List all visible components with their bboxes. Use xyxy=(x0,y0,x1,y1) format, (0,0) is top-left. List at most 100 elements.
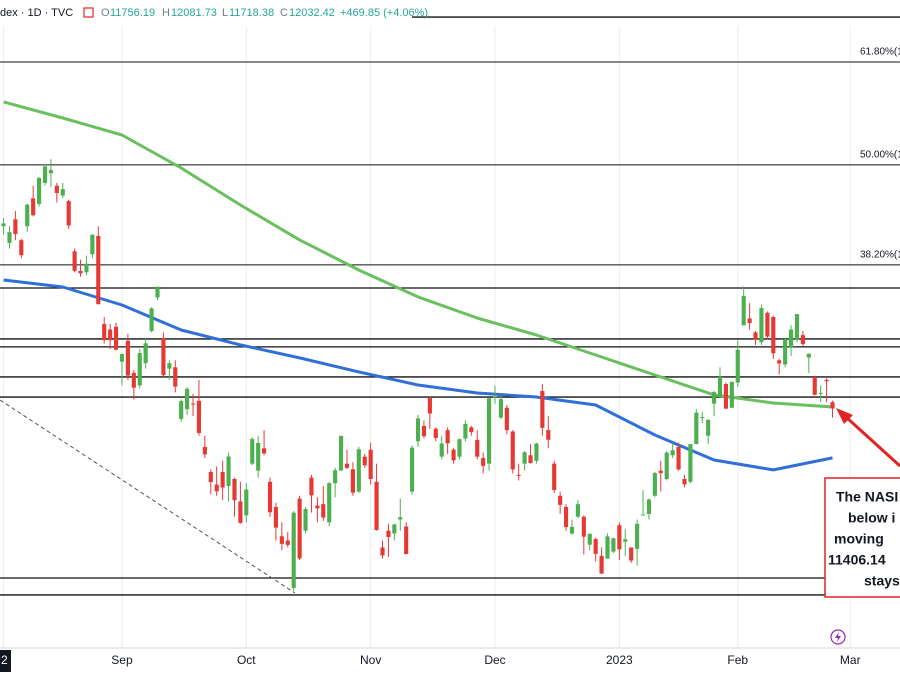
candle-body xyxy=(569,526,575,534)
symbol: dex · 1D · TVC xyxy=(0,7,73,19)
header: dex · 1D · TVC O 11756.19 H 12081.73 L 1… xyxy=(0,0,428,26)
fib-label: 61.80%(1 xyxy=(860,47,900,58)
candle-body xyxy=(1,223,6,227)
candle-body xyxy=(652,473,657,496)
annotation-arrowhead xyxy=(836,408,853,424)
candle-body xyxy=(516,474,521,476)
candle-body xyxy=(291,512,296,588)
candle-body xyxy=(256,442,261,471)
candle-body xyxy=(664,452,669,480)
candle-body xyxy=(415,418,421,442)
candle-body xyxy=(84,263,89,273)
candle-body xyxy=(735,349,740,383)
flash-icon xyxy=(830,629,846,645)
annotation-arrow xyxy=(844,415,900,468)
open-label: O xyxy=(101,7,110,19)
candle-body xyxy=(13,219,18,235)
year-badge xyxy=(0,650,11,672)
candle-body xyxy=(208,472,213,483)
x-tick-label: 2 xyxy=(1,653,8,667)
candle-body xyxy=(297,498,302,559)
candle-body xyxy=(315,505,320,509)
candle-body xyxy=(78,270,83,274)
candle-body xyxy=(356,449,361,492)
candle-body xyxy=(404,526,409,555)
candle-body xyxy=(575,504,580,517)
flash-circle xyxy=(830,629,846,645)
trend-line xyxy=(0,399,296,594)
candle-body xyxy=(611,538,616,552)
candle-body xyxy=(344,463,350,468)
candle-body xyxy=(558,495,563,505)
candle-body xyxy=(487,398,492,464)
candle-body xyxy=(54,185,59,194)
candle-body xyxy=(250,439,255,464)
candle-body xyxy=(794,314,800,340)
candle-body xyxy=(108,329,113,341)
annotation: The NASI below i moving 11406.14 stays xyxy=(824,408,900,598)
candle-body xyxy=(712,392,717,404)
candle-body xyxy=(587,533,592,545)
candle-body xyxy=(765,312,770,337)
annotation-box xyxy=(824,477,900,598)
candle-body xyxy=(777,360,782,364)
candle-body xyxy=(481,458,486,466)
candle-body xyxy=(273,506,278,528)
candle-body xyxy=(623,539,628,542)
candle-body xyxy=(125,340,130,376)
candle-body xyxy=(812,377,817,395)
candle-body xyxy=(759,308,764,343)
candle-body xyxy=(469,427,474,433)
candle-body xyxy=(753,332,758,340)
annotation-text: stays xyxy=(864,573,900,589)
candle-body xyxy=(682,479,687,485)
candle-body xyxy=(783,339,788,365)
candle-body xyxy=(350,469,355,493)
candle-body xyxy=(321,504,326,518)
candle-body xyxy=(226,456,231,486)
candle-body xyxy=(581,516,586,537)
candle-body xyxy=(90,234,95,255)
candle-body xyxy=(238,501,243,523)
open-value: 11756.19 xyxy=(110,7,155,19)
x-tick-label: Dec xyxy=(484,653,505,667)
candle-body xyxy=(563,506,569,528)
candle-body xyxy=(327,483,332,523)
candle-body xyxy=(173,367,178,387)
candle-body xyxy=(670,450,675,456)
candle-body xyxy=(66,201,71,226)
candle-body xyxy=(700,417,705,419)
candle-body xyxy=(534,443,539,461)
candle-body xyxy=(800,335,805,345)
close-label: C xyxy=(280,7,288,19)
candle-body xyxy=(338,435,344,471)
candle-body xyxy=(368,449,373,480)
candle-body xyxy=(427,398,432,414)
candle-body xyxy=(72,251,77,271)
fib-label: 50.00%(1 xyxy=(860,150,900,161)
candle-body xyxy=(185,388,190,410)
candle-body xyxy=(688,444,693,482)
candle-body xyxy=(599,555,604,574)
candle-body xyxy=(640,514,646,516)
high-label: H xyxy=(162,7,170,19)
candles xyxy=(1,159,835,591)
candle-body xyxy=(309,477,314,496)
annotation-text: The NASI xyxy=(836,489,898,505)
x-tick-label: Oct xyxy=(237,653,256,667)
candle-body xyxy=(498,399,503,418)
candle-body xyxy=(540,391,545,428)
candle-body xyxy=(830,402,835,409)
low-label: L xyxy=(222,7,228,19)
moving-average xyxy=(3,278,833,472)
candle-body xyxy=(723,384,728,409)
candle-body xyxy=(528,455,533,463)
candle-body xyxy=(96,236,101,305)
candle-body xyxy=(48,169,53,174)
candle-body xyxy=(386,530,391,537)
candle-body xyxy=(267,481,273,513)
candle-body xyxy=(410,447,415,492)
candle-body xyxy=(717,376,723,397)
candle-body xyxy=(392,524,397,534)
header-bg xyxy=(0,0,412,26)
